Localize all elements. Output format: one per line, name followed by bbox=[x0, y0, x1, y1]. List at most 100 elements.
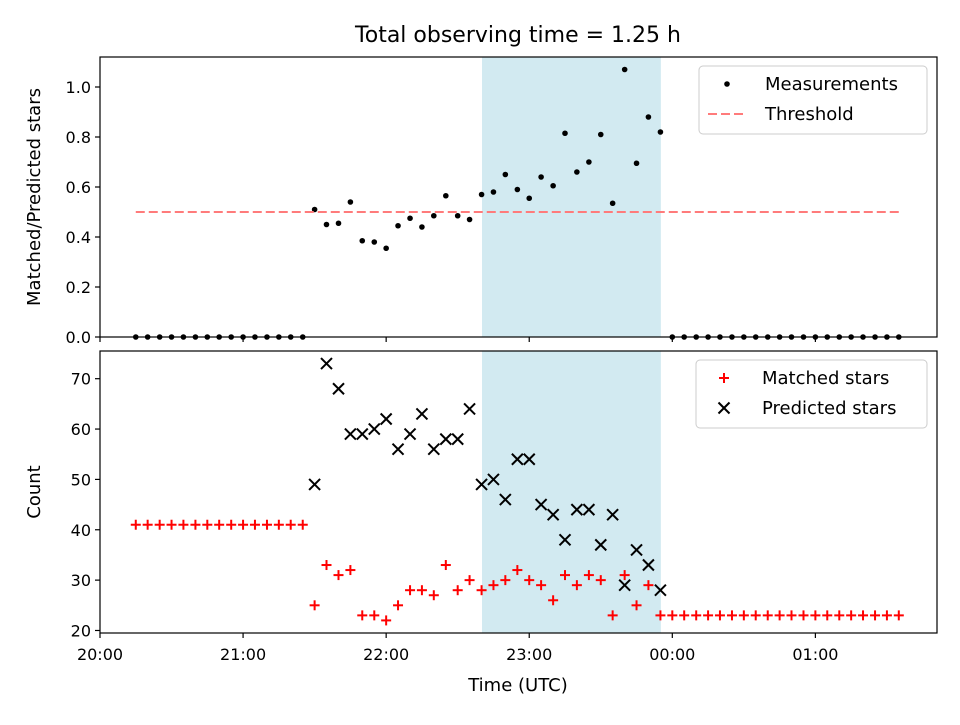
matched-star-point bbox=[858, 610, 869, 621]
legend-box bbox=[698, 65, 928, 135]
matched-star-point bbox=[667, 610, 678, 621]
legend-box bbox=[695, 359, 928, 429]
matched-star-point bbox=[238, 519, 249, 530]
matched-star-point bbox=[726, 610, 737, 621]
predicted-star-point bbox=[368, 422, 381, 436]
legend-label: Predicted stars bbox=[762, 398, 896, 419]
cross-stroke-b bbox=[344, 427, 357, 441]
predicted-star-point bbox=[594, 538, 607, 552]
measurement-point bbox=[538, 174, 544, 180]
predicted-star-point bbox=[618, 578, 631, 592]
x-axis-label: Time (UTC) bbox=[467, 675, 568, 696]
cross-stroke-b bbox=[415, 407, 429, 421]
matched-star-point bbox=[249, 519, 260, 530]
cross-stroke-b bbox=[606, 508, 619, 521]
predicted-star-point bbox=[558, 533, 572, 547]
x-tick-label: 23:00 bbox=[506, 645, 552, 664]
cross-stroke-b bbox=[594, 538, 607, 552]
measurement-point bbox=[586, 159, 592, 165]
cross-stroke-b bbox=[717, 401, 731, 415]
matched-star-point bbox=[834, 610, 845, 621]
predicted-star-point bbox=[439, 432, 453, 446]
matched-star-point bbox=[607, 610, 618, 621]
cross-stroke-b bbox=[487, 473, 500, 486]
matched-star-point bbox=[524, 575, 535, 586]
matched-star-point bbox=[571, 580, 582, 591]
matched-star-point bbox=[560, 570, 570, 581]
matched-star-point bbox=[738, 610, 749, 621]
matched-star-point bbox=[822, 610, 833, 621]
measurement-point bbox=[645, 114, 652, 120]
matched-star-point bbox=[464, 575, 475, 586]
legend: Measurements Threshold bbox=[698, 65, 928, 135]
measurement-point bbox=[454, 212, 461, 219]
matched-star-point bbox=[321, 560, 332, 571]
cross-stroke-b bbox=[391, 442, 405, 456]
cross-stroke-b bbox=[511, 453, 524, 466]
observing-window-band bbox=[482, 57, 661, 337]
y-tick-label: 1.0 bbox=[66, 78, 91, 97]
count-panel: 20 30 40 50 60 70 20:00 21:00 22:00 23:00 00:00 01:… bbox=[24, 350, 938, 664]
x-tick-label: 22:00 bbox=[363, 645, 409, 664]
matched-star-point bbox=[488, 580, 499, 591]
predicted-star-point bbox=[511, 453, 524, 466]
measurement-point bbox=[514, 186, 521, 193]
cross-stroke-b bbox=[403, 427, 417, 441]
predicted-star-point bbox=[344, 427, 357, 441]
predicted-star-point bbox=[391, 442, 405, 456]
matched-star-point bbox=[202, 519, 213, 530]
cross-stroke-b bbox=[475, 478, 488, 491]
y-tick-label: 60 bbox=[71, 420, 91, 439]
y-tick-label: 0.0 bbox=[66, 328, 91, 347]
predicted-star-point bbox=[642, 558, 655, 572]
matched-star-point bbox=[345, 565, 356, 576]
predicted-star-point bbox=[582, 503, 596, 516]
measurement-point bbox=[359, 237, 366, 244]
cross-stroke-b bbox=[379, 412, 393, 426]
measurement-point bbox=[383, 245, 389, 252]
matched-star-point bbox=[536, 580, 547, 591]
legend-marker bbox=[717, 401, 731, 415]
measurement-point bbox=[311, 206, 318, 213]
matched-star-point bbox=[476, 585, 487, 596]
x-tick-label: 00:00 bbox=[649, 645, 695, 664]
matched-star-point bbox=[798, 610, 809, 621]
cross-stroke-b bbox=[642, 558, 655, 572]
cross-stroke-b bbox=[630, 543, 643, 557]
y-tick-label: 20 bbox=[71, 621, 91, 640]
cross-stroke-b bbox=[523, 453, 536, 466]
cross-stroke-b bbox=[356, 427, 369, 441]
y-tick-label: 0.4 bbox=[66, 228, 91, 247]
matched-star-point bbox=[548, 595, 559, 606]
matched-star-point bbox=[297, 519, 308, 530]
predicted-star-point bbox=[415, 407, 429, 421]
matched-star-point bbox=[214, 519, 225, 530]
matched-star-point bbox=[643, 580, 654, 591]
measurement-point bbox=[633, 160, 640, 167]
matched-star-point bbox=[500, 575, 511, 586]
matched-star-point bbox=[309, 600, 320, 611]
predicted-star-point bbox=[475, 478, 488, 491]
predicted-star-point bbox=[546, 508, 560, 521]
cross-stroke-b bbox=[308, 478, 321, 491]
predicted-star-point bbox=[320, 357, 333, 370]
cross-stroke-b bbox=[546, 508, 560, 521]
matched-star-point bbox=[428, 590, 439, 601]
measurement-point bbox=[478, 191, 485, 198]
predicted-star-point bbox=[534, 498, 548, 511]
cross-stroke-b bbox=[320, 357, 333, 370]
matched-star-point bbox=[810, 610, 821, 621]
measurement-point bbox=[526, 195, 533, 202]
matched-star-point bbox=[714, 610, 725, 621]
chart-title: Total observing time = 1.25 h bbox=[354, 23, 681, 48]
predicted-star-point bbox=[356, 427, 369, 441]
measurement-point bbox=[443, 192, 449, 199]
measurement-point bbox=[395, 222, 401, 229]
y-tick-label: 70 bbox=[71, 370, 91, 389]
matched-star-point bbox=[226, 519, 237, 530]
ratio-panel: 0.0 0.2 0.4 0.6 0.8 1.0 Matched/Predicted star… bbox=[24, 56, 938, 347]
predicted-star-point bbox=[451, 432, 464, 446]
measurement-point bbox=[621, 66, 628, 73]
